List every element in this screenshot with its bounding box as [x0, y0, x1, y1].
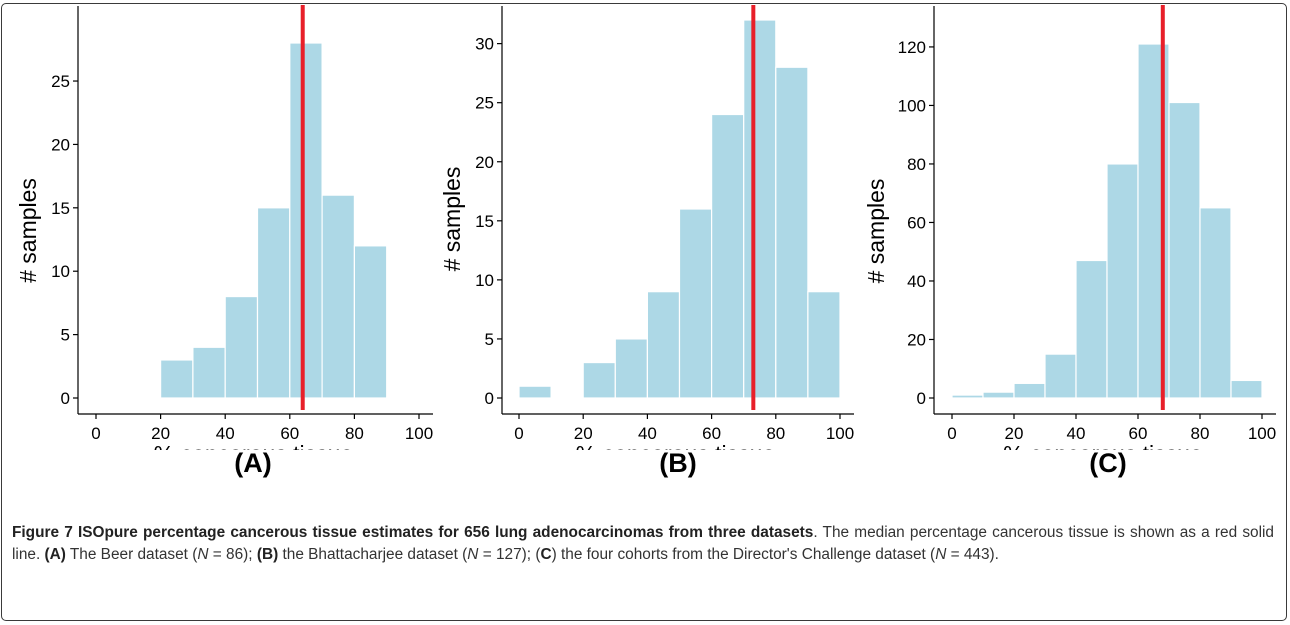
y-tick-label-b-25: 25	[475, 94, 494, 113]
caption-ref-b: (B)	[256, 546, 279, 563]
y-tick-label-c-20: 20	[907, 330, 926, 349]
bar-c-4	[1075, 259, 1108, 399]
bar-b-6	[710, 113, 745, 399]
y-tick-label-a-25: 25	[51, 72, 70, 91]
bar-c-8	[1199, 207, 1232, 399]
bar-a-8	[353, 245, 388, 399]
y-tick-label-a-20: 20	[51, 135, 70, 154]
y-tick-label-b-5: 5	[485, 330, 494, 349]
bar-c-3	[1044, 353, 1077, 399]
bar-b-9	[807, 291, 841, 399]
x-tick-label-b-0: 0	[514, 424, 523, 443]
y-tick-label-b-15: 15	[475, 212, 494, 231]
y-tick-label-b-30: 30	[475, 35, 494, 54]
x-tick-label-b-100: 100	[826, 424, 854, 443]
bar-c-2	[1013, 382, 1046, 399]
y-axis-label-c: # samples	[863, 179, 889, 284]
x-axis-label-b: % cancerous tissue	[576, 441, 775, 450]
bar-c-0	[951, 394, 984, 399]
panel-label-a: (A)	[234, 448, 272, 478]
bar-c-9	[1230, 379, 1263, 399]
bar-b-5	[678, 208, 713, 399]
x-tick-label-a-20: 20	[151, 424, 170, 443]
x-tick-label-c-100: 100	[1248, 424, 1276, 443]
caption-text-b2: = 127); (	[478, 546, 541, 563]
figure-caption: Figure 7 ISOpure percentage cancerous ti…	[12, 522, 1274, 566]
y-tick-label-a-0: 0	[61, 389, 70, 408]
y-tick-label-c-120: 120	[898, 38, 926, 57]
x-tick-label-b-40: 40	[638, 424, 657, 443]
bar-c-1	[982, 391, 1015, 399]
x-tick-label-b-60: 60	[702, 424, 721, 443]
bar-a-6	[289, 42, 323, 399]
bar-c-7	[1168, 101, 1201, 399]
bar-b-4	[646, 291, 681, 399]
y-tick-label-b-0: 0	[485, 389, 494, 408]
bar-b-3	[614, 338, 648, 399]
y-tick-label-c-100: 100	[898, 96, 926, 115]
caption-text-c: ) the four cohorts from the Director's C…	[551, 546, 936, 563]
x-tick-label-a-40: 40	[216, 424, 235, 443]
x-axis-label-a: % cancerous tissue	[154, 441, 353, 450]
y-tick-label-c-80: 80	[907, 155, 926, 174]
caption-n: N	[197, 546, 209, 563]
bar-c-5	[1106, 163, 1139, 399]
y-axis-label-b: # samples	[439, 167, 465, 272]
x-tick-label-a-0: 0	[91, 424, 100, 443]
panel-label-c: (C)	[1089, 448, 1127, 478]
caption-ref-a: (A)	[44, 546, 66, 563]
figure-frame	[1, 3, 1287, 621]
caption-text-b: the Bhattacharjee dataset (	[278, 546, 468, 563]
panel-label-b: (B)	[659, 448, 697, 478]
caption-title: Figure 7 ISOpure percentage cancerous ti…	[12, 524, 814, 541]
x-axis-label-c: % cancerous tissue	[1003, 441, 1202, 450]
y-tick-label-a-15: 15	[51, 199, 70, 218]
caption-text: . The median percentage cancerous tissue…	[12, 524, 1274, 563]
x-tick-label-c-20: 20	[1005, 424, 1024, 443]
caption-text-c2: = 443).	[946, 546, 999, 563]
bar-b-2	[582, 361, 616, 399]
bar-a-2	[160, 359, 194, 399]
y-tick-label-b-20: 20	[475, 153, 494, 172]
y-tick-label-c-40: 40	[907, 272, 926, 291]
bar-b-8	[775, 66, 809, 399]
x-tick-label-b-80: 80	[766, 424, 785, 443]
bar-b-0	[518, 385, 552, 399]
y-tick-label-c-60: 60	[907, 213, 926, 232]
y-axis-label-a: # samples	[15, 178, 41, 283]
bar-a-7	[321, 194, 356, 399]
x-tick-label-b-20: 20	[574, 424, 593, 443]
x-tick-label-a-100: 100	[405, 424, 433, 443]
x-tick-label-c-40: 40	[1067, 424, 1086, 443]
x-tick-label-a-60: 60	[280, 424, 299, 443]
caption-n: N	[935, 546, 947, 563]
x-tick-label-c-0: 0	[947, 424, 956, 443]
y-tick-label-b-10: 10	[475, 271, 494, 290]
y-tick-label-a-5: 5	[61, 326, 70, 345]
x-tick-label-c-60: 60	[1129, 424, 1148, 443]
y-tick-label-c-0: 0	[917, 389, 926, 408]
caption-ref-c: C	[540, 546, 552, 563]
bar-a-4	[224, 295, 259, 399]
caption-text-a: The Beer dataset (	[65, 546, 198, 563]
x-tick-label-c-80: 80	[1191, 424, 1210, 443]
bar-a-5	[256, 207, 291, 399]
x-tick-label-a-80: 80	[345, 424, 364, 443]
bar-b-7	[743, 19, 777, 399]
bar-a-3	[192, 346, 226, 399]
caption-n: N	[467, 546, 479, 563]
caption-text-a2: = 86);	[208, 546, 257, 563]
y-tick-label-a-10: 10	[51, 262, 70, 281]
